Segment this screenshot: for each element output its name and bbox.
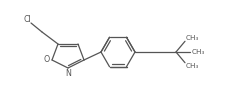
Text: CH₃: CH₃ bbox=[192, 49, 205, 55]
Text: Cl: Cl bbox=[23, 15, 31, 25]
Text: CH₃: CH₃ bbox=[186, 63, 199, 69]
Text: O: O bbox=[44, 56, 50, 64]
Text: CH₃: CH₃ bbox=[186, 35, 199, 41]
Text: N: N bbox=[65, 69, 71, 77]
